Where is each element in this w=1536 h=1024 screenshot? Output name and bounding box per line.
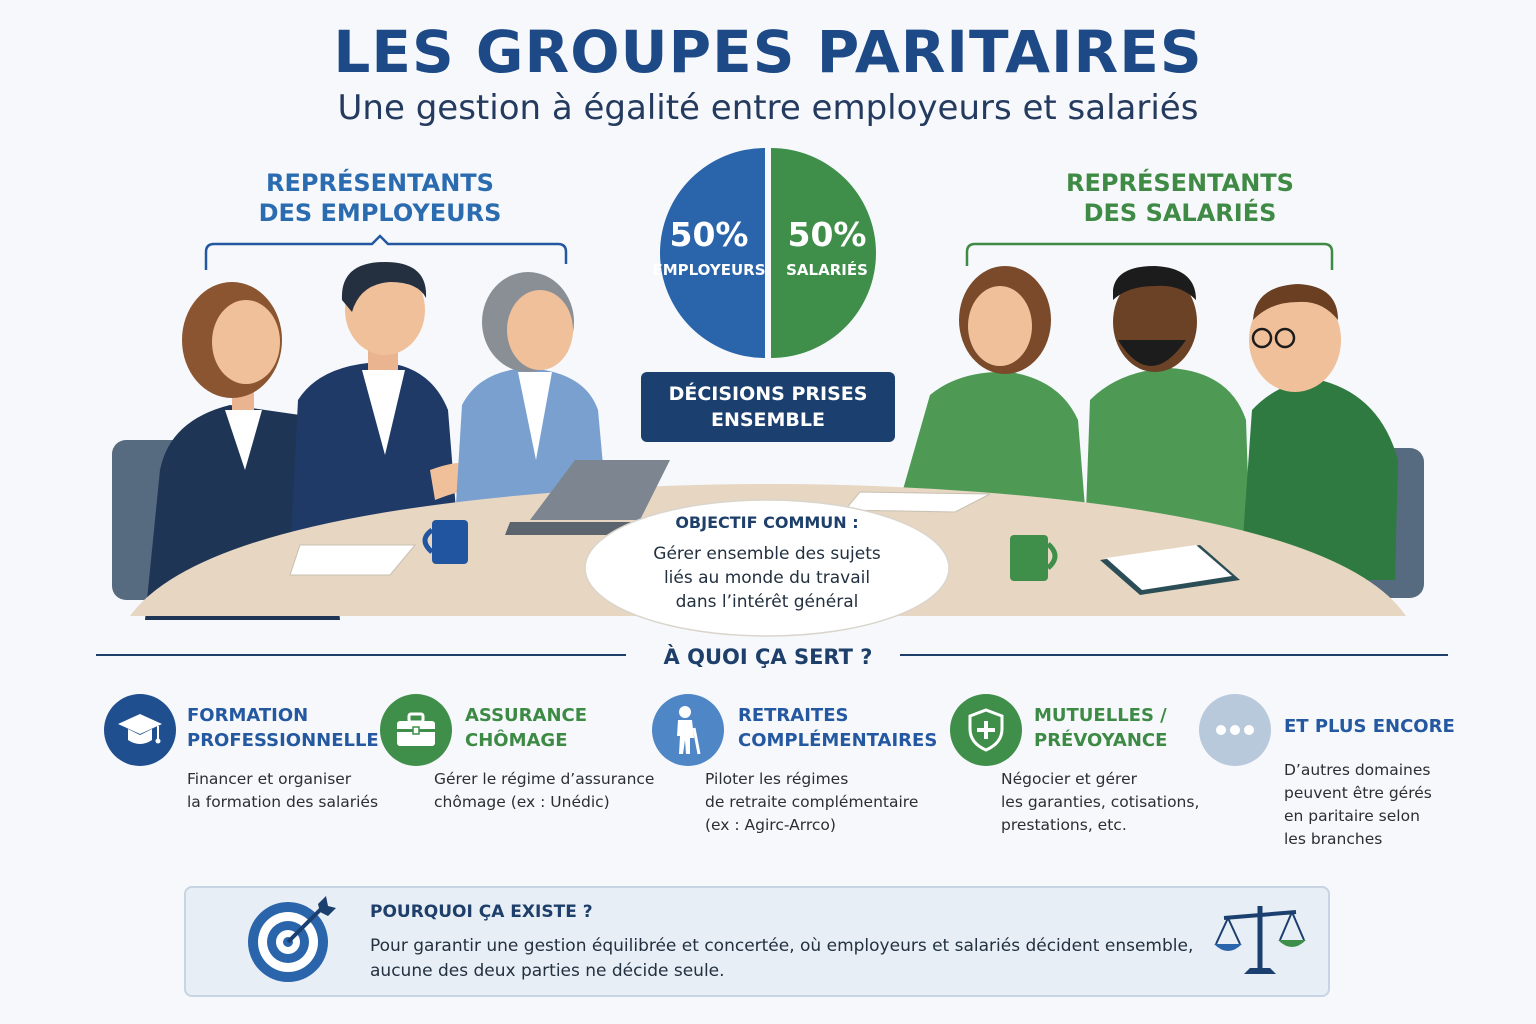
shield-icon [950, 694, 1022, 766]
service-desc-line: en paritaire selon [1284, 807, 1420, 825]
service-desc-line: peuvent être gérés [1284, 784, 1432, 802]
service-desc-line: Négocier et gérer [1001, 770, 1137, 788]
why-panel [184, 886, 1330, 997]
service-desc-line: chômage (ex : Unédic) [434, 793, 610, 811]
green-mug-icon [1010, 535, 1048, 581]
service-title-line: RETRAITES [738, 705, 849, 726]
objective-line1: Gérer ensemble des sujets [653, 544, 881, 564]
pie-employees-percent: 50% [787, 215, 867, 254]
pie-slice-salaries [771, 148, 876, 358]
employers-label-line1: REPRÉSENTANTS [266, 169, 494, 197]
decision-line1: DÉCISIONS PRISES [668, 383, 868, 405]
why-text: Pour garantir une gestion équilibrée et … [370, 934, 1200, 984]
why-line2: aucune des deux parties ne décide seule. [370, 961, 725, 981]
employees-label-line2: DES SALARIÉS [1083, 199, 1277, 227]
service-title-line: PROFESSIONNELLE [187, 730, 379, 751]
section-title: À QUOI ÇA SERT ? [663, 645, 873, 669]
why-title: POURQUOI ÇA EXISTE ? [370, 902, 593, 922]
elderly-person-icon [652, 694, 724, 766]
service-chomage-title: ASSURANCE CHÔMAGE [465, 703, 587, 753]
service-retraites-desc: Piloter les régimes de retraite compléme… [705, 768, 918, 837]
pie-employers-label: EMPLOYEURS [652, 261, 766, 279]
service-chomage-desc: Gérer le régime d’assurance chômage (ex … [434, 768, 654, 814]
service-title-line: PRÉVOYANCE [1034, 730, 1168, 751]
employers-label-line2: DES EMPLOYEURS [258, 199, 502, 227]
service-retraites-title: RETRAITES COMPLÉMENTAIRES [738, 703, 937, 753]
service-title-line: COMPLÉMENTAIRES [738, 730, 938, 751]
pie-employers-percent: 50% [669, 215, 749, 254]
pie-employees-label: SALARIÉS [786, 261, 868, 279]
service-mutuelles-title: MUTUELLES / PRÉVOYANCE [1034, 703, 1167, 753]
service-desc-line: les garanties, cotisations, [1001, 793, 1200, 811]
employers-bracket [204, 234, 568, 270]
employees-bracket [965, 242, 1334, 270]
decision-badge: DÉCISIONS PRISES ENSEMBLE [641, 372, 895, 442]
decision-line2: ENSEMBLE [710, 409, 826, 431]
page-subtitle: Une gestion à égalité entre employeurs e… [337, 88, 1199, 128]
service-desc-line: D’autres domaines [1284, 761, 1431, 779]
paper-sheet [289, 544, 417, 576]
why-line1: Pour garantir une gestion équilibrée et … [370, 936, 1194, 956]
page-title: LES GROUPES PARITAIRES [333, 18, 1203, 86]
service-formation-desc: Financer et organiser la formation des s… [187, 768, 378, 814]
employee-person-3 [1240, 284, 1398, 580]
objective-line3: dans l’intérêt général [675, 592, 859, 612]
service-desc-line: Gérer le régime d’assurance [434, 770, 655, 788]
meeting-illustration [112, 234, 1424, 637]
objective-title: OBJECTIF COMMUN : [675, 513, 859, 532]
service-desc-line: de retraite complémentaire [705, 793, 919, 811]
objective-text: Gérer ensemble des sujets liés au monde … [600, 542, 934, 614]
service-desc-line: prestations, etc. [1001, 816, 1127, 834]
service-more-title: ET PLUS ENCORE [1284, 716, 1455, 737]
pie-slice-employeurs [660, 148, 765, 358]
service-title-line: ASSURANCE [465, 705, 588, 726]
graduation-cap-icon [104, 694, 176, 766]
laptop-icon [530, 460, 670, 520]
service-desc-line: les branches [1284, 830, 1383, 848]
paper-sheet [843, 491, 991, 513]
service-mutuelles-desc: Négocier et gérer les garanties, cotisat… [1001, 768, 1199, 837]
objective-line2: liés au monde du travail [663, 568, 871, 588]
employees-group-label: REPRÉSENTANTS DES SALARIÉS [1030, 168, 1330, 228]
section-divider-right [900, 654, 1448, 656]
parity-pie-chart [660, 148, 876, 358]
service-title-line: MUTUELLES / [1034, 705, 1167, 726]
service-more-desc: D’autres domaines peuvent être gérés en … [1284, 759, 1432, 851]
objective-bubble [584, 499, 950, 637]
blue-mug-icon [432, 520, 468, 564]
briefcase-icon [380, 694, 452, 766]
service-desc-line: la formation des salariés [187, 793, 379, 811]
employee-person-1 [900, 266, 1086, 520]
employees-label-line1: REPRÉSENTANTS [1066, 169, 1294, 197]
service-desc-line: Piloter les régimes [705, 770, 849, 788]
service-desc-line: Financer et organiser [187, 770, 352, 788]
more-dots-icon [1199, 694, 1271, 766]
service-title-line: FORMATION [187, 705, 309, 726]
service-formation-title: FORMATION PROFESSIONNELLE [187, 703, 379, 753]
balance-scale-icon [1214, 906, 1306, 974]
employee-person-2 [1085, 266, 1250, 540]
service-title-line: CHÔMAGE [465, 730, 568, 751]
target-icon [248, 896, 336, 982]
employers-group-label: REPRÉSENTANTS DES EMPLOYEURS [230, 168, 530, 228]
section-divider-left [96, 654, 626, 656]
service-desc-line: (ex : Agirc-Arrco) [705, 816, 836, 834]
